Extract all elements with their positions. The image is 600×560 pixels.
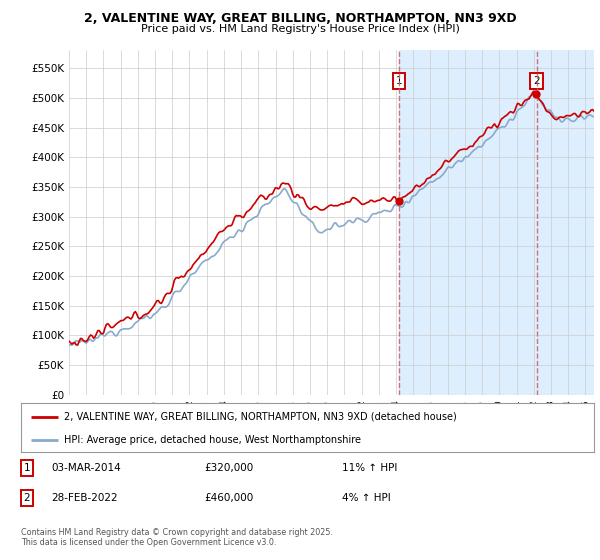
Text: 1: 1 [395, 76, 402, 86]
Text: 03-MAR-2014: 03-MAR-2014 [51, 463, 121, 473]
Text: HPI: Average price, detached house, West Northamptonshire: HPI: Average price, detached house, West… [64, 435, 361, 445]
Text: 2: 2 [533, 76, 540, 86]
Text: 11% ↑ HPI: 11% ↑ HPI [342, 463, 397, 473]
Text: £460,000: £460,000 [204, 493, 253, 503]
Text: 28-FEB-2022: 28-FEB-2022 [51, 493, 118, 503]
Text: 2, VALENTINE WAY, GREAT BILLING, NORTHAMPTON, NN3 9XD: 2, VALENTINE WAY, GREAT BILLING, NORTHAM… [83, 12, 517, 25]
Text: 4% ↑ HPI: 4% ↑ HPI [342, 493, 391, 503]
Text: 1: 1 [23, 463, 31, 473]
Text: Price paid vs. HM Land Registry's House Price Index (HPI): Price paid vs. HM Land Registry's House … [140, 24, 460, 34]
Text: Contains HM Land Registry data © Crown copyright and database right 2025.
This d: Contains HM Land Registry data © Crown c… [21, 528, 333, 547]
Text: £320,000: £320,000 [204, 463, 253, 473]
Bar [399, 50, 600, 395]
Text: 2, VALENTINE WAY, GREAT BILLING, NORTHAMPTON, NN3 9XD (detached house): 2, VALENTINE WAY, GREAT BILLING, NORTHAM… [64, 412, 457, 422]
Text: 2: 2 [23, 493, 31, 503]
